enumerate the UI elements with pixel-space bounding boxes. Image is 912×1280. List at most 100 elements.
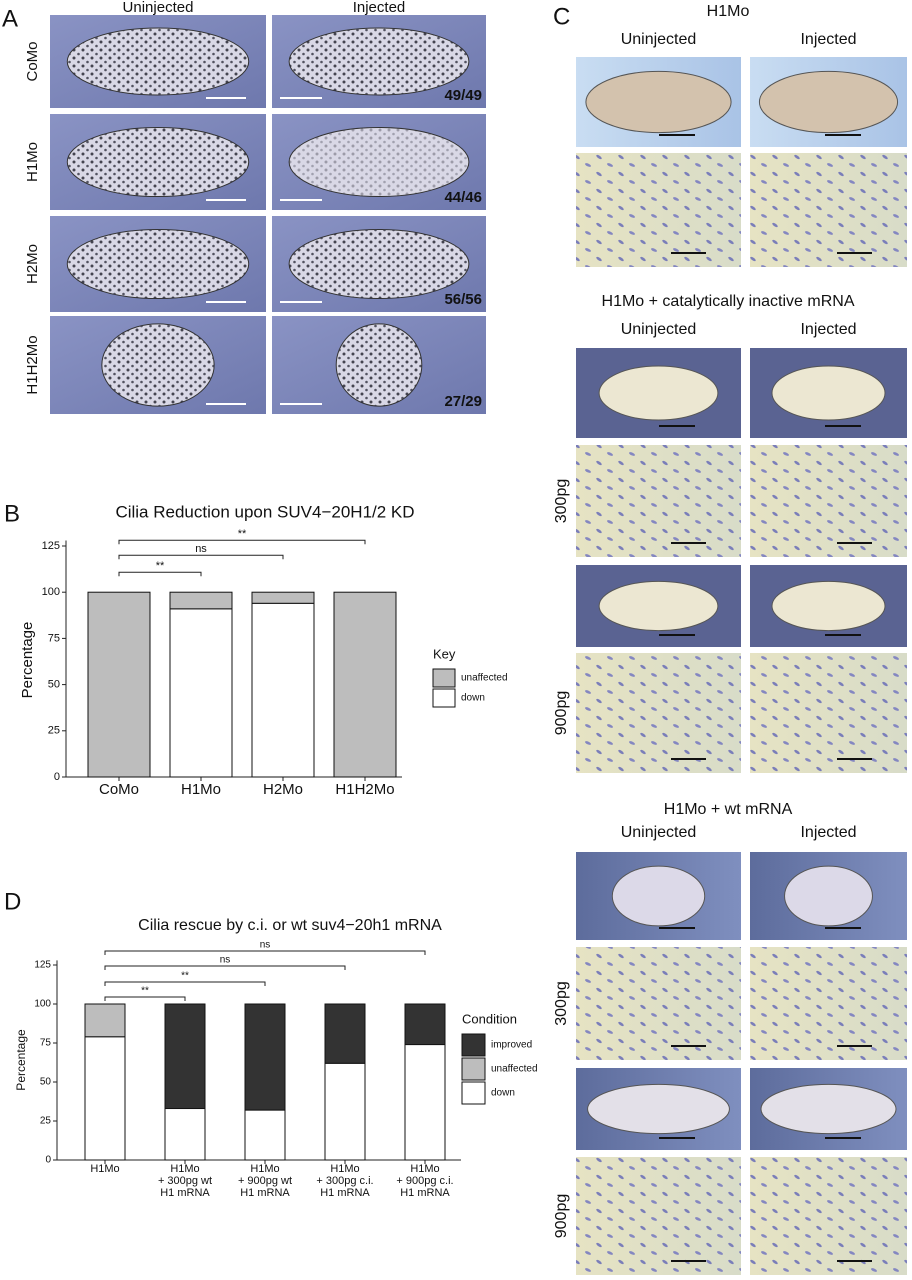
significance-label: **: [181, 971, 189, 982]
panel-letter: C: [553, 3, 570, 30]
significance-bracket: [118, 554, 284, 560]
significance-bracket: [104, 996, 186, 1001]
legend-label: improved: [491, 1040, 532, 1051]
dose-label: 900pg: [553, 1194, 570, 1239]
row-label: H2Mo: [24, 244, 41, 284]
embryo: [758, 70, 899, 134]
embryo-cells: [67, 127, 249, 197]
cells: [750, 947, 907, 1060]
column-header: Uninjected: [621, 824, 697, 841]
dose-label: 300pg: [553, 479, 570, 524]
cells: [750, 153, 907, 267]
x-tick-label: + 300pg wt: [158, 1175, 212, 1187]
column-header: Uninjected: [621, 31, 697, 48]
x-tick-label: H1 mRNA: [320, 1187, 370, 1199]
embryo: [585, 70, 732, 134]
x-tick-label: CoMo: [99, 781, 139, 798]
significance-bracket: [104, 965, 346, 970]
y-tick-label: 100: [42, 586, 60, 598]
embryo: [771, 365, 886, 421]
row-label: H1Mo: [24, 142, 41, 182]
group-title: H1Mo + wt mRNA: [664, 801, 793, 818]
legend-swatch: [461, 1033, 486, 1057]
embryo-count: 27/29: [444, 393, 482, 410]
embryo-count: 49/49: [444, 87, 482, 104]
cells: [750, 1157, 907, 1275]
y-tick-label: 75: [40, 1038, 52, 1049]
y-tick-label: 25: [40, 1116, 52, 1127]
x-tick-label: H1Mo: [170, 1163, 199, 1175]
bar-segment: [244, 1003, 286, 1111]
y-tick-label: 125: [42, 540, 60, 552]
group-title: H1Mo + catalytically inactive mRNA: [602, 293, 855, 310]
legend-title: Condition: [462, 1011, 517, 1026]
bar-segment: [84, 1003, 126, 1038]
embryo: [598, 580, 719, 632]
group-title: H1Mo: [707, 3, 750, 20]
dose-label: 900pg: [553, 691, 570, 736]
embryo-cells: [67, 229, 249, 299]
cells: [576, 653, 741, 773]
row-label: H1H2Mo: [24, 335, 41, 394]
bar-segment: [324, 1003, 366, 1064]
column-header: Injected: [353, 0, 406, 16]
cells: [576, 947, 741, 1060]
column-header: Uninjected: [621, 321, 697, 338]
embryo: [611, 865, 706, 927]
column-header: Injected: [800, 321, 856, 338]
bar-segment: [84, 1036, 126, 1161]
bar-segment: [169, 608, 233, 778]
dose-label: 300pg: [553, 981, 570, 1026]
significance-label: **: [156, 560, 165, 572]
y-tick-label: 0: [54, 771, 60, 783]
embryo-cells: [101, 323, 215, 407]
y-axis-label: Percentage: [14, 1029, 28, 1091]
column-header: Injected: [800, 824, 856, 841]
bar-segment: [244, 1109, 286, 1161]
chart-title: Cilia Reduction upon SUV4−20H1/2 KD: [115, 502, 414, 521]
significance-label: **: [141, 986, 149, 997]
significance-label: ns: [220, 955, 231, 966]
embryo-cells: [289, 127, 469, 197]
chart-title: Cilia rescue by c.i. or wt suv4−20h1 mRN…: [138, 917, 442, 934]
embryo: [771, 580, 886, 632]
y-axis-label: Percentage: [19, 622, 36, 699]
row-label: CoMo: [24, 41, 41, 81]
significance-bracket: [118, 571, 202, 577]
legend-swatch: [432, 668, 456, 688]
embryo-count: 44/46: [444, 189, 482, 206]
significance-label: ns: [195, 543, 207, 555]
x-tick-label: H1Mo: [410, 1163, 439, 1175]
cells: [576, 445, 741, 557]
x-tick-label: H1 mRNA: [160, 1187, 210, 1199]
legend-label: unaffected: [461, 673, 508, 684]
significance-bracket: [118, 539, 366, 545]
bar-segment: [251, 591, 315, 604]
x-tick-label: H2Mo: [263, 781, 303, 798]
x-tick-label: H1Mo: [330, 1163, 359, 1175]
embryo: [587, 1083, 730, 1135]
significance-label: ns: [260, 940, 271, 951]
embryo-cells: [289, 229, 469, 299]
legend-swatch: [432, 688, 456, 708]
legend-label: unaffected: [491, 1064, 538, 1075]
x-tick-label: H1Mo: [181, 781, 221, 798]
legend-label: down: [491, 1088, 515, 1099]
panel-letter: D: [4, 888, 21, 915]
bar-segment: [169, 591, 233, 610]
x-tick-label: H1 mRNA: [240, 1187, 290, 1199]
legend-title: Key: [433, 646, 456, 661]
legend-label: down: [461, 693, 485, 704]
significance-label: **: [238, 528, 247, 540]
x-tick-label: + 900pg c.i.: [396, 1175, 453, 1187]
x-tick-label: + 900pg wt: [238, 1175, 292, 1187]
x-tick-label: H1Mo: [90, 1163, 119, 1175]
bar-segment: [333, 591, 397, 778]
x-tick-label: H1Mo: [250, 1163, 279, 1175]
y-tick-label: 125: [34, 960, 51, 971]
embryo: [598, 365, 719, 421]
x-tick-label: H1 mRNA: [400, 1187, 450, 1199]
bar-segment: [324, 1062, 366, 1161]
y-tick-label: 0: [45, 1155, 51, 1166]
